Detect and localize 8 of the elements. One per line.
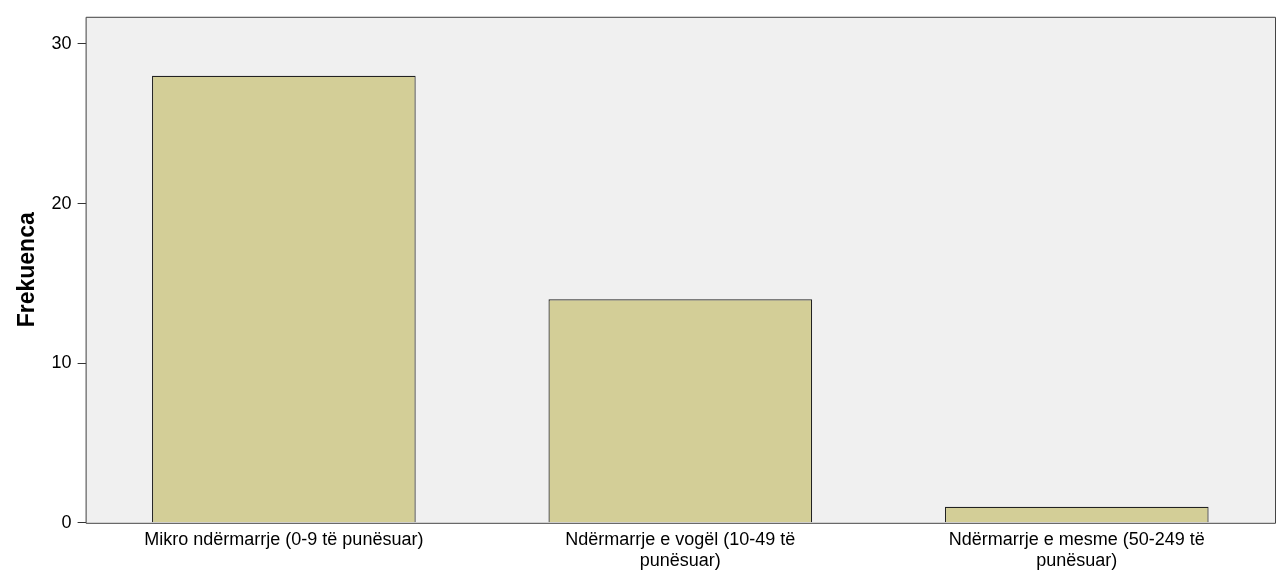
x-tick-label: Mikro ndërmarrje (0-9 të punësuar) — [144, 528, 424, 549]
y-tick-label: 30 — [51, 32, 72, 53]
y-axis-title: Frekuenca — [13, 212, 40, 328]
x-tick-label: Ndërmarrje e mesme (50-249 të punësuar) — [948, 528, 1205, 571]
y-tick-label: 10 — [51, 352, 72, 373]
x-tick-label: Ndërmarrje e vogël (10-49 të punësuar) — [565, 528, 796, 571]
y-tick-label: 0 — [61, 511, 72, 532]
y-tick-label: 20 — [51, 192, 72, 213]
